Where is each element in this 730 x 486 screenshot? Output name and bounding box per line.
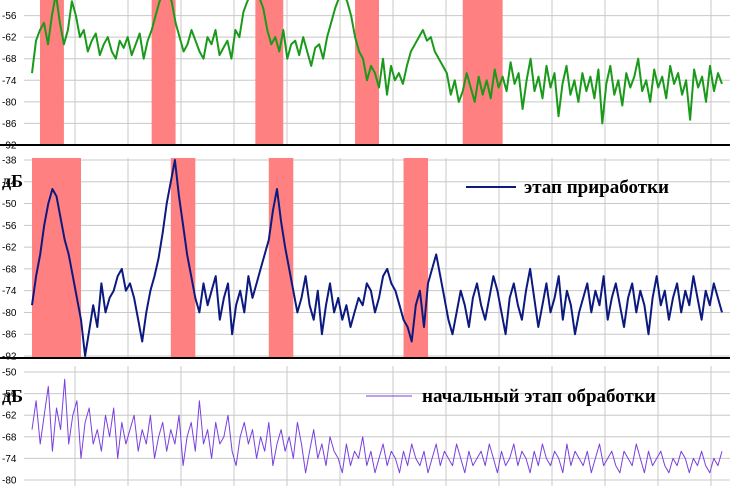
y-tick-label: -74 <box>2 76 17 87</box>
highlighted-band <box>170 158 196 358</box>
panel-3-series <box>31 378 723 474</box>
highlighted-band <box>151 0 176 145</box>
series-line <box>31 0 723 125</box>
highlighted-band <box>268 158 294 358</box>
y-tick-label: -68 <box>2 432 17 443</box>
y-tick-label: -80 <box>2 308 17 319</box>
y-tick-label: -62 <box>2 33 17 44</box>
y-tick-label: -62 <box>2 243 17 254</box>
y-tick-label: -56 <box>2 221 17 232</box>
y-tick-label: -68 <box>2 54 17 65</box>
panel-3-grid <box>24 366 730 486</box>
series-line <box>31 159 723 357</box>
y-tick-label: -74 <box>2 454 17 465</box>
panel-3: -80 -74 -68 -62 -56 -50 дБ начальный этап обр… <box>2 366 730 486</box>
panel-3-y-unit-label: дБ <box>2 386 23 406</box>
panel-2-series <box>31 159 723 357</box>
panel-1: -92-86-80-74-68-62-56 <box>0 0 730 152</box>
highlighted-band <box>462 0 503 145</box>
panel-3-y-ticks: -80 -74 -68 -62 -56 -50 <box>2 368 17 486</box>
y-tick-label: -50 <box>2 199 17 210</box>
y-tick-label: -74 <box>2 286 17 297</box>
y-tick-label: -86 <box>2 330 17 341</box>
y-tick-label: -56 <box>2 389 17 400</box>
panel-3-legend-label: начальный этап обработки <box>422 386 656 407</box>
highlighted-band <box>355 0 379 145</box>
highlighted-band <box>255 0 284 145</box>
panel-2: -92-86-80-74-68-62-56-50-44-38 дБ этап п… <box>0 156 730 363</box>
panel-2-y-unit-label: дБ <box>2 171 23 191</box>
y-tick-label: -80 <box>2 97 17 108</box>
panel-1-series <box>31 0 723 125</box>
panel-1-y-ticks: -92-86-80-74-68-62-56 <box>2 11 17 151</box>
y-tick-label: -56 <box>2 11 17 22</box>
y-tick-label: -62 <box>2 411 17 422</box>
y-tick-label: -44 <box>2 177 17 188</box>
panel-2-fills <box>32 158 429 358</box>
y-tick-label: -38 <box>2 156 17 167</box>
y-tick-label: -80 <box>2 476 17 486</box>
y-tick-label: -50 <box>2 368 17 379</box>
series-line <box>31 378 723 474</box>
y-tick-label: -86 <box>2 119 17 130</box>
y-tick-label: -68 <box>2 264 17 275</box>
panel-2-legend-label: этап приработки <box>524 177 669 198</box>
